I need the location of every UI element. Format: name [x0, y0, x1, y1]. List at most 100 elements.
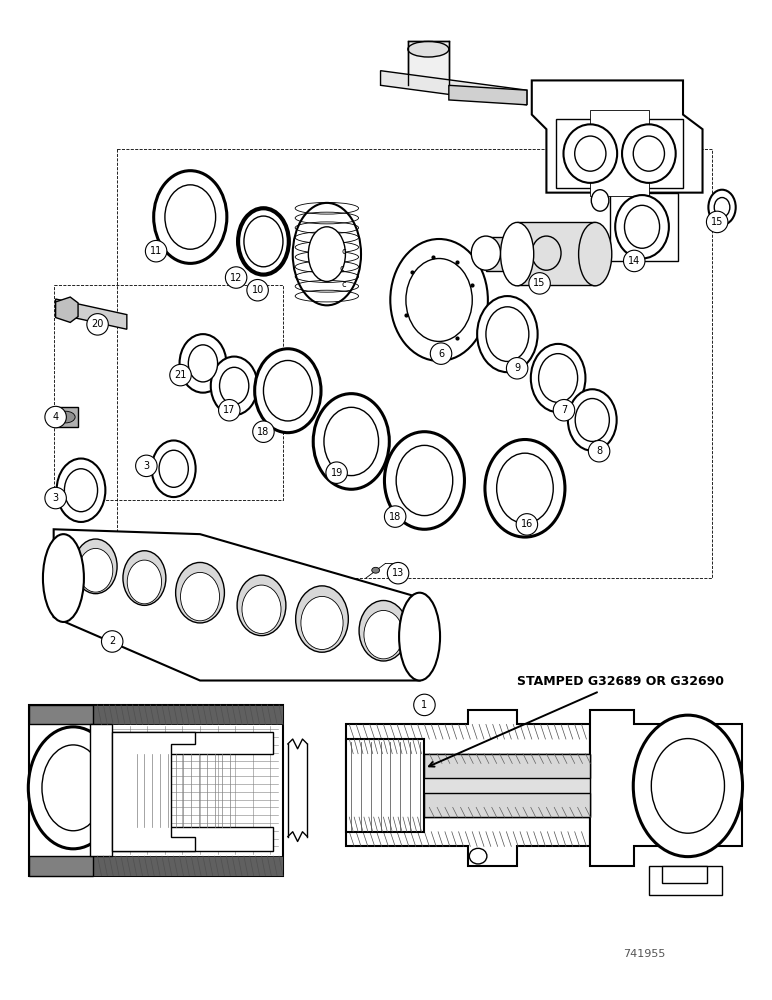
- Circle shape: [86, 314, 108, 335]
- Ellipse shape: [308, 227, 345, 281]
- Polygon shape: [648, 866, 722, 895]
- Ellipse shape: [714, 198, 730, 217]
- Polygon shape: [54, 407, 78, 427]
- Polygon shape: [112, 732, 195, 851]
- Circle shape: [506, 358, 528, 379]
- Ellipse shape: [539, 354, 577, 402]
- Ellipse shape: [500, 222, 533, 286]
- Ellipse shape: [408, 41, 449, 57]
- Polygon shape: [347, 739, 425, 832]
- Ellipse shape: [237, 575, 286, 636]
- Ellipse shape: [359, 601, 408, 661]
- Ellipse shape: [568, 389, 617, 451]
- Ellipse shape: [245, 217, 282, 266]
- Circle shape: [388, 562, 409, 584]
- Ellipse shape: [477, 296, 537, 372]
- Ellipse shape: [152, 440, 195, 497]
- Ellipse shape: [242, 585, 281, 633]
- Text: 3: 3: [52, 493, 59, 503]
- Ellipse shape: [396, 445, 452, 516]
- Ellipse shape: [64, 469, 97, 512]
- Ellipse shape: [574, 136, 606, 171]
- Circle shape: [414, 694, 435, 716]
- Ellipse shape: [301, 596, 343, 649]
- Polygon shape: [591, 710, 742, 866]
- Circle shape: [706, 211, 728, 233]
- Text: 18: 18: [389, 512, 401, 522]
- Text: 15: 15: [711, 217, 723, 227]
- Circle shape: [624, 250, 645, 272]
- Text: 7: 7: [560, 405, 567, 415]
- Ellipse shape: [364, 610, 403, 659]
- Ellipse shape: [469, 848, 487, 864]
- Text: 6: 6: [438, 349, 444, 359]
- Ellipse shape: [42, 745, 104, 831]
- Polygon shape: [556, 119, 683, 188]
- Text: 15: 15: [533, 278, 546, 288]
- Circle shape: [384, 506, 406, 527]
- Polygon shape: [29, 856, 93, 876]
- Polygon shape: [97, 732, 273, 754]
- Polygon shape: [29, 705, 93, 724]
- Text: 1: 1: [422, 700, 428, 710]
- Ellipse shape: [622, 124, 676, 183]
- Ellipse shape: [384, 432, 465, 529]
- Ellipse shape: [531, 344, 585, 412]
- Circle shape: [225, 267, 247, 288]
- Polygon shape: [93, 856, 283, 876]
- Ellipse shape: [471, 236, 500, 270]
- Ellipse shape: [496, 453, 554, 523]
- Ellipse shape: [181, 572, 219, 621]
- Ellipse shape: [391, 239, 488, 361]
- Ellipse shape: [575, 399, 609, 441]
- Circle shape: [45, 406, 66, 428]
- Ellipse shape: [652, 739, 724, 833]
- Ellipse shape: [625, 205, 659, 248]
- Polygon shape: [54, 529, 419, 681]
- Text: 21: 21: [174, 370, 187, 380]
- Ellipse shape: [255, 349, 321, 433]
- Polygon shape: [425, 754, 591, 778]
- Ellipse shape: [372, 567, 380, 573]
- Polygon shape: [97, 827, 273, 851]
- Ellipse shape: [615, 195, 669, 259]
- Ellipse shape: [633, 715, 743, 857]
- Ellipse shape: [127, 560, 161, 604]
- Circle shape: [170, 364, 191, 386]
- Circle shape: [529, 273, 550, 294]
- Ellipse shape: [532, 236, 561, 270]
- Ellipse shape: [74, 539, 117, 594]
- Polygon shape: [486, 237, 547, 271]
- Circle shape: [101, 631, 123, 652]
- Circle shape: [145, 240, 167, 262]
- Ellipse shape: [633, 136, 665, 171]
- Circle shape: [554, 399, 574, 421]
- Polygon shape: [408, 41, 449, 85]
- Ellipse shape: [29, 727, 118, 849]
- Polygon shape: [56, 299, 127, 329]
- Polygon shape: [425, 793, 591, 817]
- Ellipse shape: [219, 367, 249, 404]
- Text: 9: 9: [514, 363, 520, 373]
- Circle shape: [252, 421, 274, 442]
- Text: 19: 19: [330, 468, 343, 478]
- Circle shape: [516, 514, 537, 535]
- Ellipse shape: [154, 171, 227, 263]
- Polygon shape: [610, 193, 678, 261]
- Ellipse shape: [399, 593, 440, 681]
- Text: 4: 4: [52, 412, 59, 422]
- Ellipse shape: [406, 259, 472, 341]
- Ellipse shape: [313, 394, 389, 489]
- Polygon shape: [662, 866, 707, 883]
- Text: 13: 13: [392, 568, 405, 578]
- Polygon shape: [90, 724, 112, 856]
- Text: 8: 8: [596, 446, 602, 456]
- Ellipse shape: [324, 407, 378, 476]
- Text: 18: 18: [257, 427, 269, 437]
- Text: 14: 14: [628, 256, 640, 266]
- Ellipse shape: [709, 190, 736, 225]
- Ellipse shape: [238, 208, 289, 275]
- Circle shape: [588, 440, 610, 462]
- Ellipse shape: [165, 185, 215, 249]
- Circle shape: [45, 487, 66, 509]
